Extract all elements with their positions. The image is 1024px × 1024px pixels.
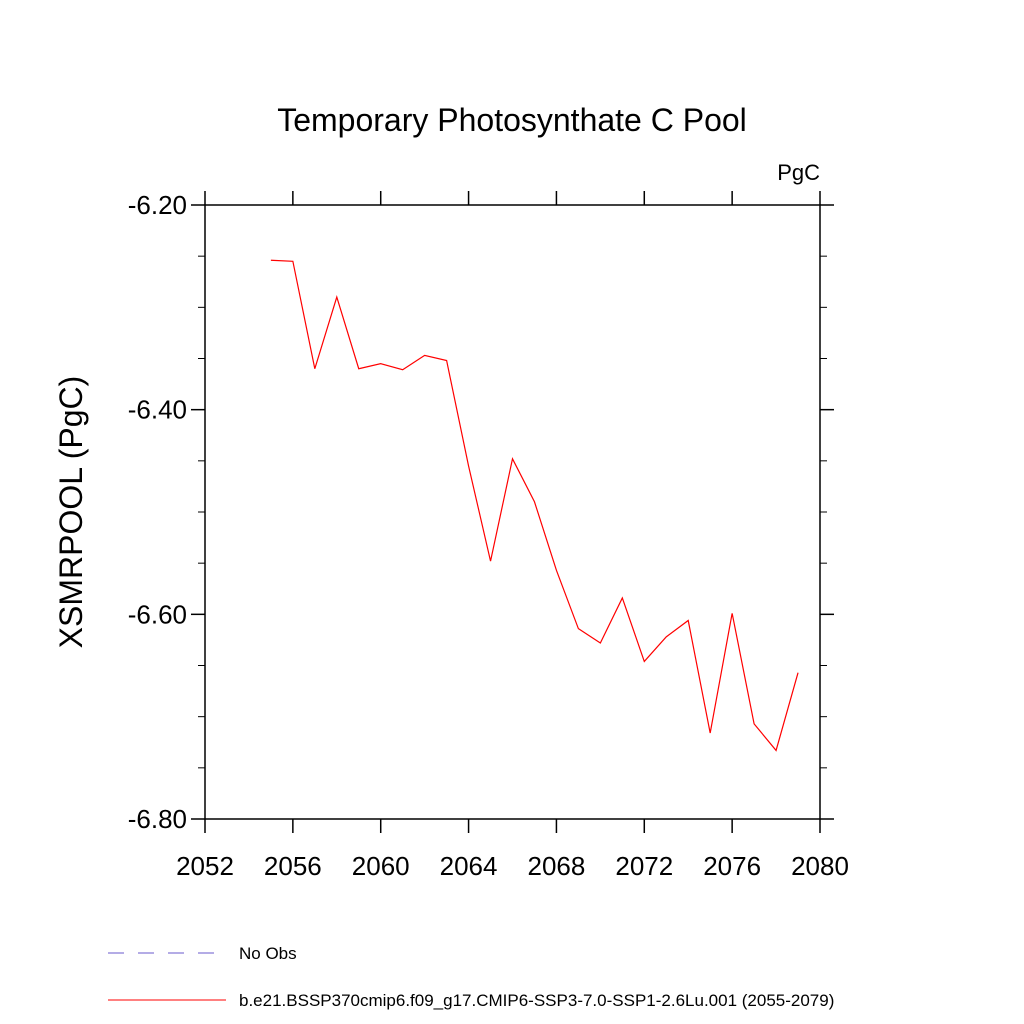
- x-tick-label: 2072: [615, 851, 673, 881]
- y-tick-label: -6.40: [128, 395, 187, 425]
- legend-label: No Obs: [239, 944, 297, 963]
- data-series: [270, 259, 799, 752]
- x-tick-label: 2060: [352, 851, 410, 881]
- y-tick-label: -6.20: [128, 190, 187, 220]
- y-axis-label: XSMRPOOL (PgC): [53, 376, 89, 649]
- axis-ticks: [191, 191, 834, 833]
- axis-tick-labels: 2052 2056 2060 2064 2068 2072 2076 2080 -6.80 -6.…: [128, 190, 849, 881]
- x-tick-label: 2080: [791, 851, 849, 881]
- x-tick-label: 2068: [528, 851, 586, 881]
- chart-title: Temporary Photosynthate C Pool: [277, 102, 747, 138]
- units-label: PgC: [777, 160, 820, 185]
- x-tick-label: 2056: [264, 851, 322, 881]
- legend-label: b.e21.BSSP370cmip6.f09_g17.CMIP6-SSP3-7.…: [239, 991, 834, 1010]
- series-line: [270, 259, 799, 752]
- x-tick-label: 2076: [703, 851, 761, 881]
- x-tick-label: 2052: [176, 851, 234, 881]
- x-tick-label: 2064: [440, 851, 498, 881]
- y-tick-label: -6.60: [128, 599, 187, 629]
- legend: No Obs b.e21.BSSP370cmip6.f09_g17.CMIP6-S…: [108, 944, 834, 1010]
- plot-area-frame: [204, 204, 821, 820]
- y-tick-label: -6.80: [128, 804, 187, 834]
